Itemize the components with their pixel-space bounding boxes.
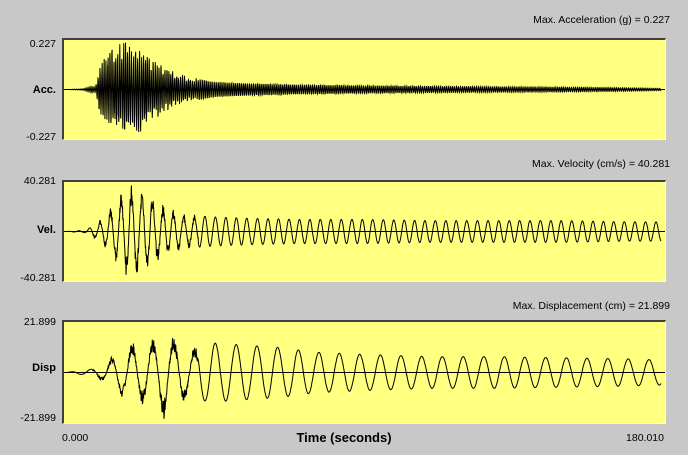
acc-axis-label: Acc. bbox=[32, 84, 56, 96]
max-velocity-label: Max. Velocity (cm/s) = 40.281 bbox=[531, 158, 670, 170]
acc-ymax-label: 0.227 bbox=[29, 38, 56, 50]
displacement-trace bbox=[65, 338, 662, 419]
acceleration-plot bbox=[62, 38, 666, 140]
velocity-trace bbox=[66, 185, 662, 275]
acc-ymin-label: -0.227 bbox=[26, 131, 56, 143]
velocity-trace-svg bbox=[64, 185, 665, 275]
vel-ymin-label: -40.281 bbox=[20, 272, 56, 284]
max-displacement-label: Max. Displacement (cm) = 21.899 bbox=[512, 300, 670, 312]
displacement-plot bbox=[62, 320, 666, 424]
disp-axis-label: Disp bbox=[32, 362, 56, 374]
acceleration-trace-svg bbox=[64, 42, 665, 132]
vel-ymax-label: 40.281 bbox=[23, 175, 56, 187]
x-max-label: 180.010 bbox=[626, 432, 664, 444]
acceleration-trace bbox=[65, 42, 662, 132]
disp-ymin-label: -21.899 bbox=[20, 412, 56, 424]
disp-ymax-label: 21.899 bbox=[23, 316, 56, 328]
displacement-trace-svg bbox=[64, 338, 665, 419]
x-min-label: 0.000 bbox=[62, 432, 89, 444]
max-acceleration-label: Max. Acceleration (g) = 0.227 bbox=[533, 14, 670, 26]
x-axis-title: Time (seconds) bbox=[296, 430, 392, 445]
vel-axis-label: Vel. bbox=[37, 224, 56, 236]
velocity-plot bbox=[62, 180, 666, 282]
